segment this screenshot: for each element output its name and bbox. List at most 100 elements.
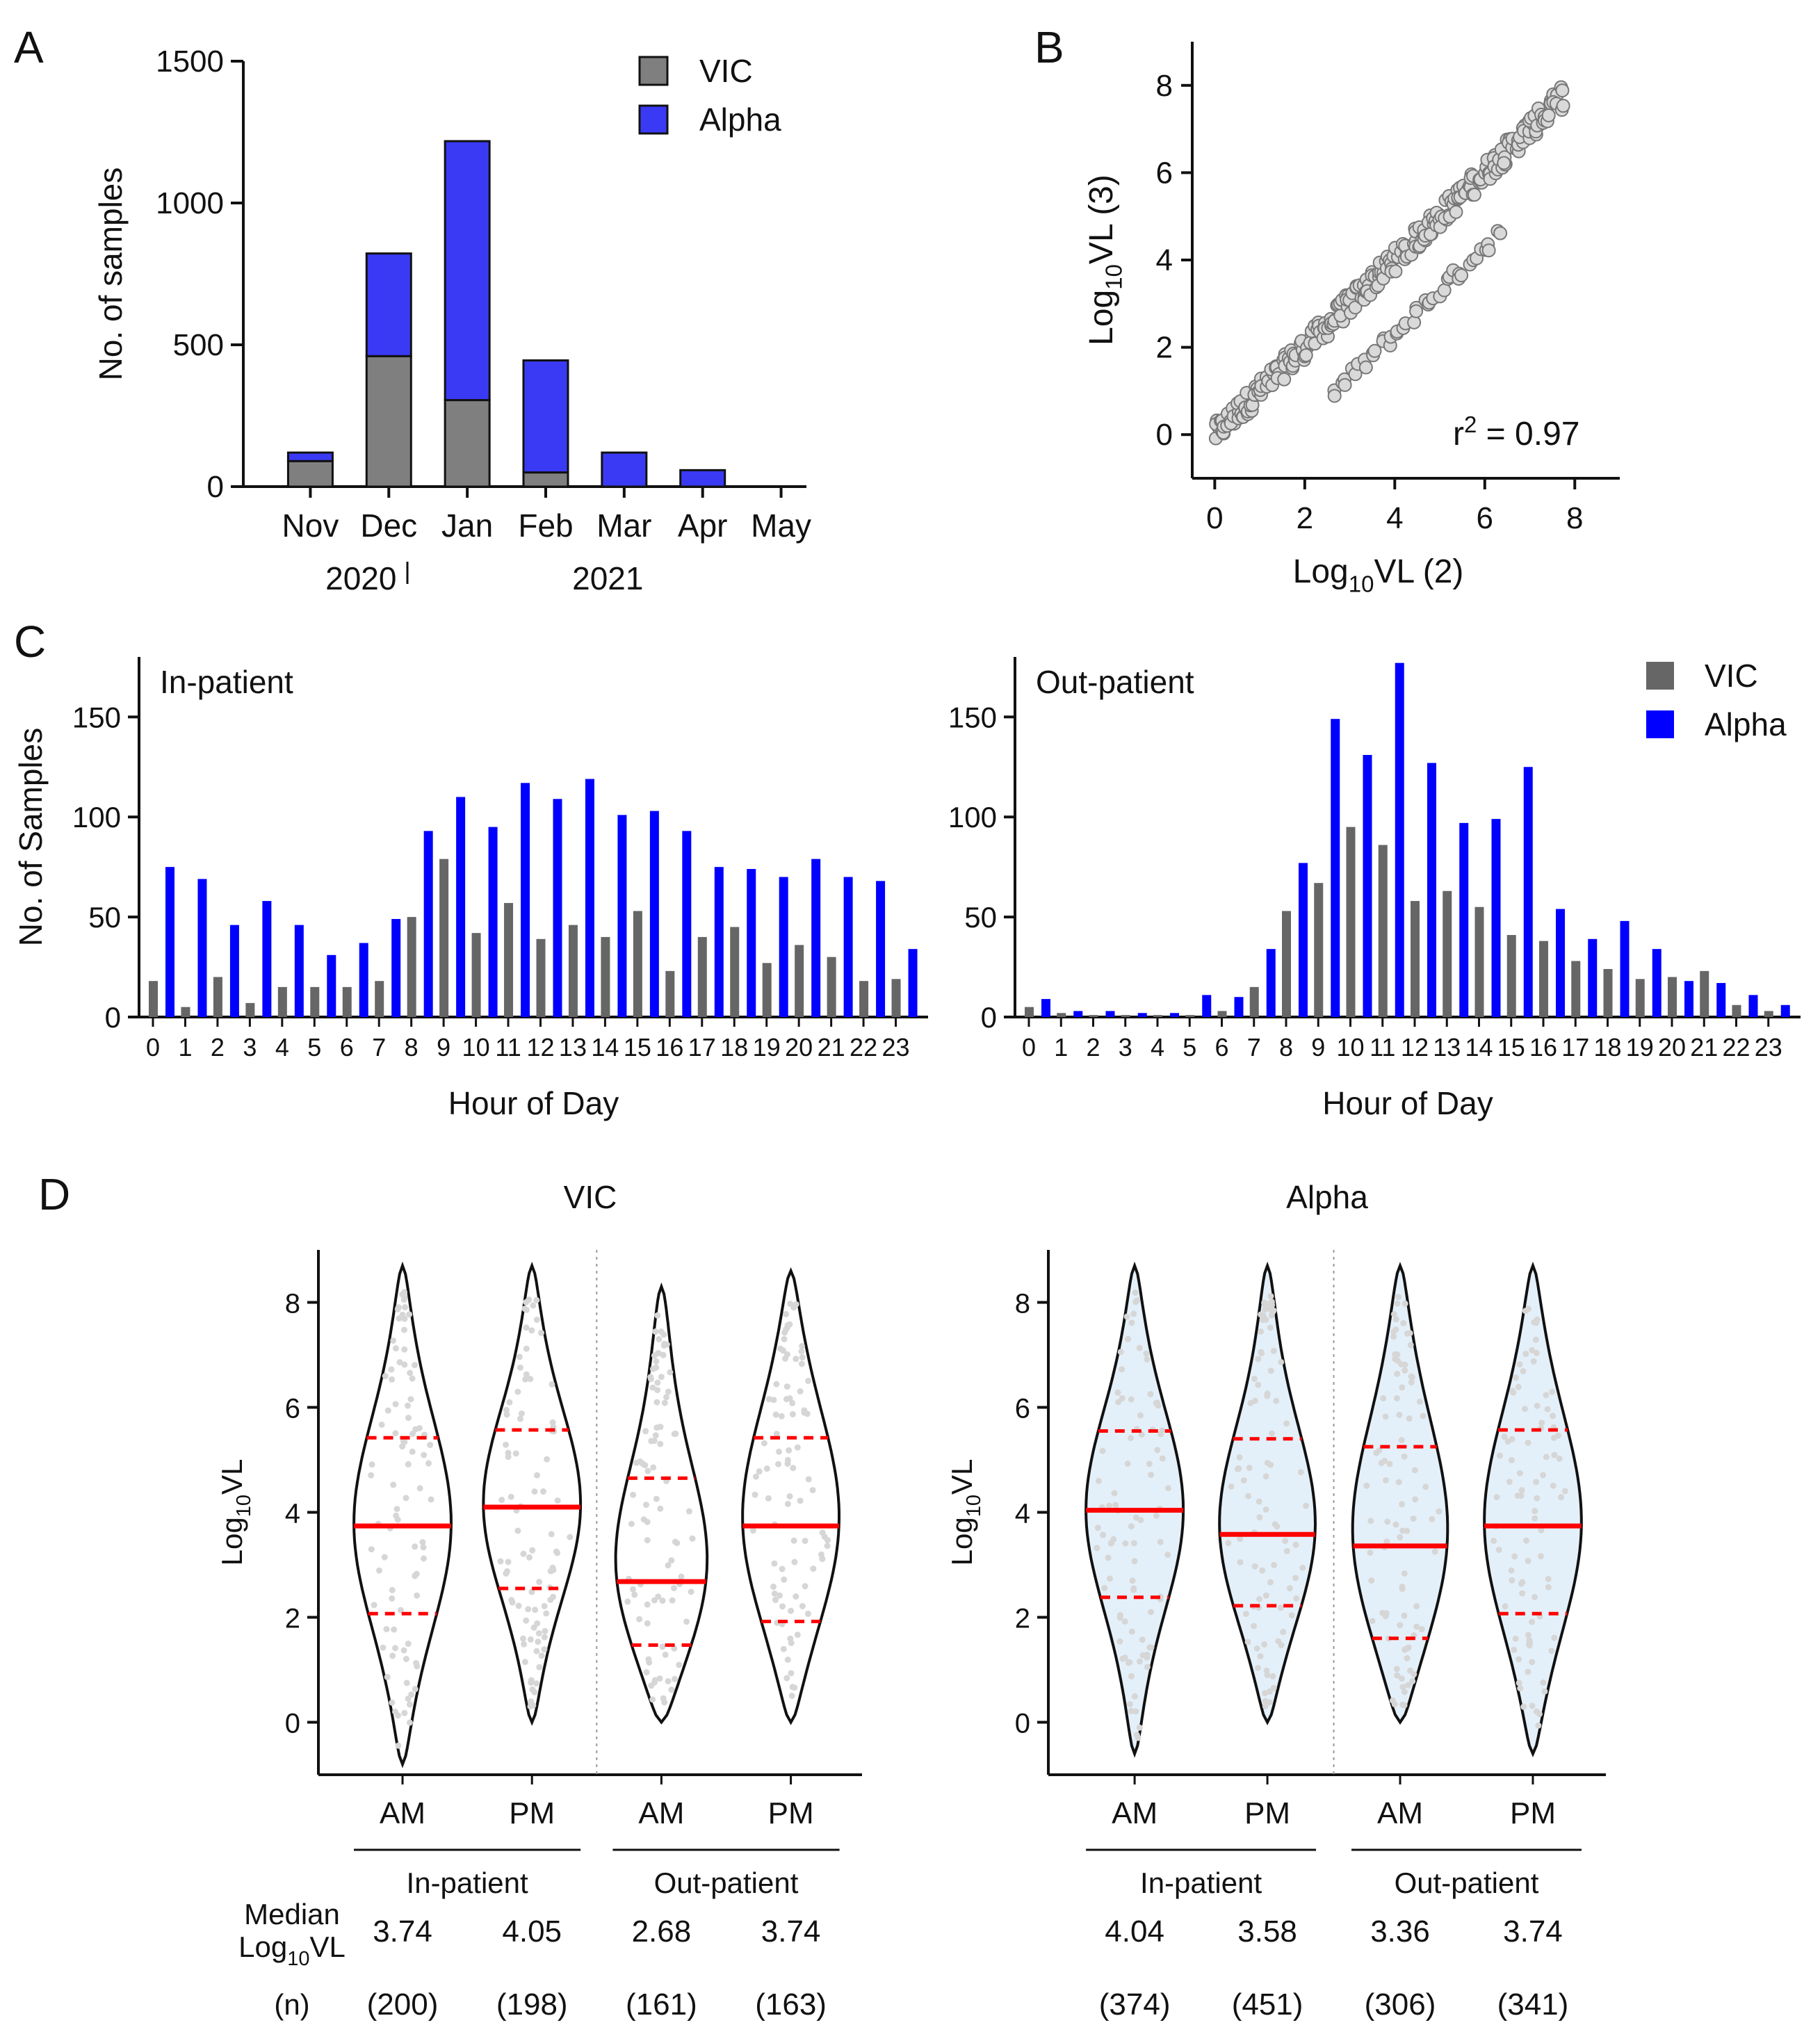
violin-dot bbox=[1399, 1501, 1406, 1508]
violin-dot bbox=[1412, 1496, 1419, 1503]
violin-dot bbox=[1237, 1536, 1244, 1543]
violin-dot bbox=[514, 1527, 521, 1534]
violin-dot bbox=[1533, 1349, 1540, 1356]
violin-shape bbox=[352, 1261, 453, 1768]
violin-dot bbox=[1225, 1540, 1232, 1547]
violin-dot bbox=[1397, 1534, 1404, 1540]
violin-dot bbox=[1401, 1570, 1408, 1577]
violin-dot bbox=[779, 1565, 786, 1572]
x-tick-label: 20 bbox=[1658, 1033, 1686, 1062]
violin-shape bbox=[741, 1267, 840, 1725]
violin-dot bbox=[553, 1548, 560, 1555]
chart-title: In-patient bbox=[160, 664, 293, 700]
violin-dot bbox=[770, 1397, 777, 1404]
y-tick-label: 2 bbox=[285, 1604, 300, 1634]
x-tick-label: 18 bbox=[1593, 1033, 1621, 1062]
y-axis-title: Log10VL bbox=[216, 1459, 255, 1566]
violin-dot bbox=[427, 1442, 434, 1449]
bar-vic bbox=[795, 945, 804, 1017]
bar-vic bbox=[1282, 911, 1291, 1017]
group-label: In-patient bbox=[1140, 1867, 1262, 1899]
violin-dot bbox=[1429, 1515, 1436, 1522]
violin-dot bbox=[819, 1529, 826, 1536]
violin-dot bbox=[428, 1496, 434, 1503]
violin-dot bbox=[1401, 1702, 1408, 1709]
y-axis-title: Log10VL (3) bbox=[1083, 174, 1126, 345]
violin-dot bbox=[659, 1597, 666, 1604]
violin-dot bbox=[771, 1590, 778, 1597]
median-value: 4.04 bbox=[1105, 1914, 1164, 1949]
violin-dot bbox=[643, 1669, 650, 1676]
y-tick-label: 1500 bbox=[156, 44, 224, 79]
violin-dot bbox=[534, 1472, 541, 1479]
violin-dot bbox=[1261, 1641, 1268, 1648]
violin-dot bbox=[526, 1296, 533, 1303]
violin-dot bbox=[1143, 1350, 1150, 1357]
violin-dot bbox=[1411, 1467, 1418, 1474]
violin-dot bbox=[541, 1646, 548, 1653]
violin-dot bbox=[541, 1634, 548, 1641]
y-tick-label: 8 bbox=[1015, 1289, 1030, 1319]
violin-dot bbox=[1392, 1351, 1399, 1358]
violin-dot bbox=[535, 1638, 542, 1645]
violin-dot bbox=[405, 1415, 412, 1422]
x-tick-label: Apr bbox=[678, 507, 728, 544]
violin-dot bbox=[1534, 1402, 1541, 1409]
y-tick-label: 150 bbox=[948, 701, 997, 733]
violin-dot bbox=[1132, 1299, 1139, 1306]
violin-dot bbox=[1245, 1493, 1252, 1499]
violin-dot bbox=[407, 1396, 414, 1403]
violin-dot bbox=[519, 1635, 526, 1642]
violin-dot bbox=[1549, 1388, 1556, 1395]
violin-dot bbox=[660, 1331, 667, 1338]
violin-dot bbox=[544, 1456, 551, 1463]
violin-dot bbox=[662, 1651, 669, 1658]
x-tick-label: 1 bbox=[178, 1033, 192, 1062]
violin-dot bbox=[654, 1387, 661, 1394]
violin-dot bbox=[776, 1448, 783, 1455]
violin-dot bbox=[655, 1593, 662, 1600]
y-axis-title-part: Log bbox=[216, 1517, 248, 1565]
violin-dot bbox=[1132, 1708, 1139, 1715]
violin-dot bbox=[399, 1291, 406, 1298]
violin-dot bbox=[1262, 1698, 1269, 1705]
violin-dot bbox=[1390, 1333, 1397, 1340]
violin-dot bbox=[1264, 1672, 1271, 1679]
bar-vic bbox=[342, 986, 352, 1017]
violin-dot bbox=[802, 1538, 809, 1545]
bar-alpha bbox=[1523, 767, 1533, 1017]
violin-dot bbox=[655, 1350, 662, 1357]
bar-alpha bbox=[1331, 719, 1340, 1017]
violin-dot bbox=[393, 1506, 400, 1513]
violin-dot bbox=[1537, 1553, 1544, 1560]
violin-dot bbox=[1131, 1558, 1138, 1565]
violin-dot bbox=[1153, 1512, 1160, 1519]
bar-alpha bbox=[365, 252, 412, 357]
violin-dot bbox=[1526, 1636, 1533, 1643]
violin-dot bbox=[1383, 1538, 1390, 1545]
violin-dot bbox=[1511, 1646, 1518, 1653]
x-axis-title-sub: 10 bbox=[1349, 571, 1374, 596]
violin-dot bbox=[1431, 1548, 1438, 1555]
violin-dot bbox=[1509, 1436, 1516, 1442]
violin-dot bbox=[1270, 1684, 1277, 1691]
scatter-point bbox=[1541, 108, 1556, 122]
x-tick-label: 22 bbox=[850, 1033, 877, 1062]
x-tick-label: 23 bbox=[882, 1033, 910, 1062]
bar-vic bbox=[665, 970, 675, 1017]
violin-dot bbox=[1138, 1431, 1145, 1438]
bar-alpha bbox=[682, 831, 692, 1017]
violin-dot bbox=[1139, 1636, 1146, 1643]
violin-dot bbox=[1111, 1490, 1118, 1497]
violin-dot bbox=[392, 1430, 399, 1437]
bar-alpha bbox=[908, 949, 918, 1017]
violin-dot bbox=[809, 1487, 816, 1494]
violin-dot bbox=[824, 1543, 831, 1550]
y-tick-label: 2 bbox=[1156, 331, 1173, 365]
x-tick-label: AM bbox=[1112, 1796, 1157, 1830]
x-tick-label: 14 bbox=[591, 1033, 619, 1062]
bar-alpha bbox=[1363, 755, 1372, 1017]
violin-dot bbox=[1303, 1502, 1310, 1509]
y-tick-label: 100 bbox=[948, 801, 997, 833]
